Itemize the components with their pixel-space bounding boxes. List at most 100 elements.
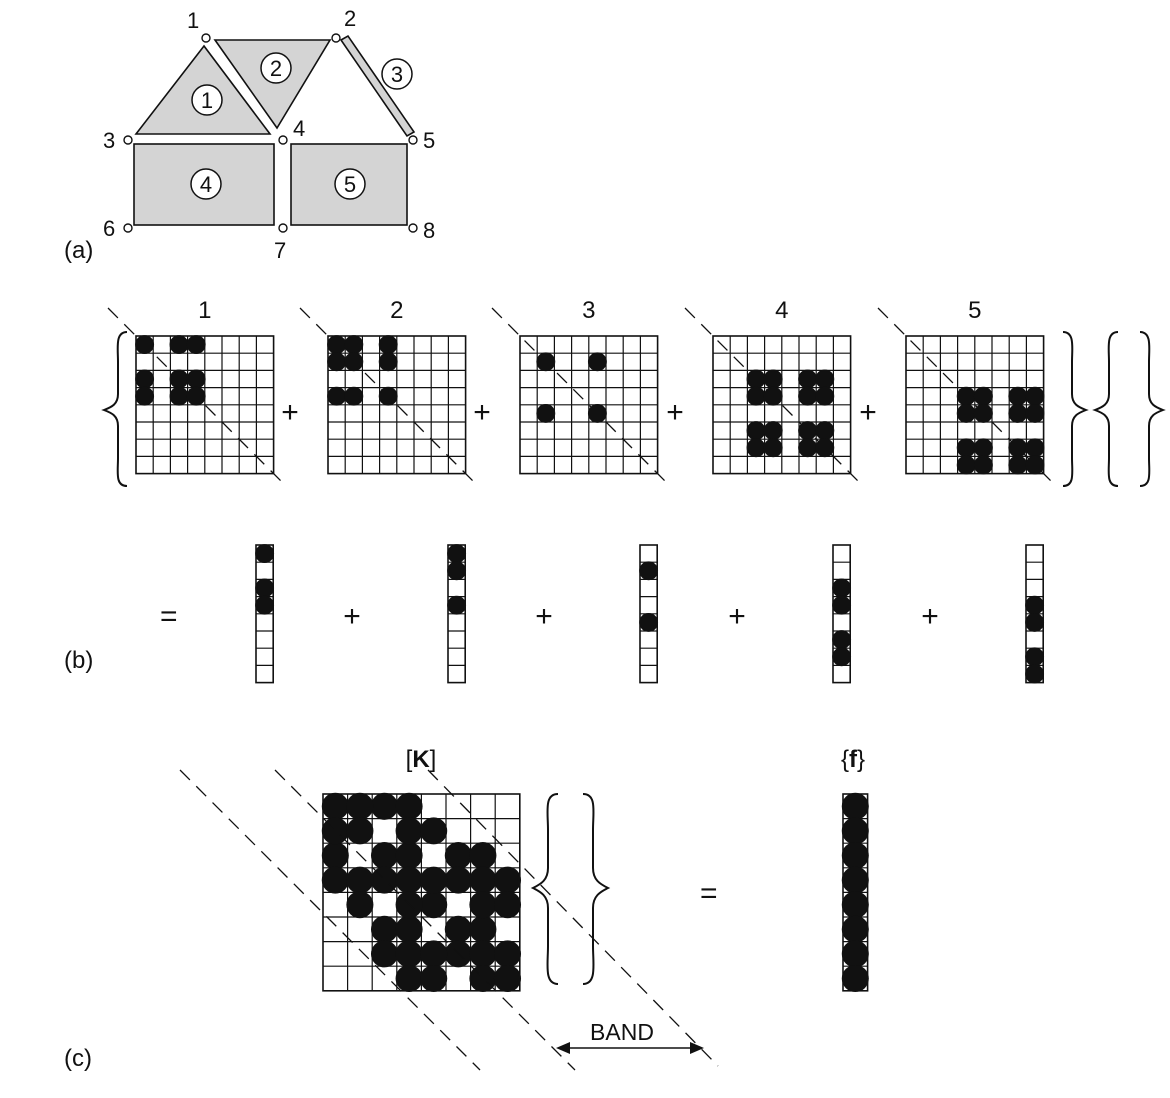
- svg-text:1: 1: [201, 88, 213, 113]
- diagonal-line: [491, 307, 667, 483]
- plus-sign: +: [281, 396, 299, 429]
- nonzero-entry: [763, 369, 783, 389]
- global-matrix-grid: [321, 792, 522, 993]
- nonzero-entry: [395, 817, 423, 845]
- nonzero-entry: [327, 335, 347, 355]
- svg-text:3: 3: [391, 62, 403, 87]
- nonzero-entry: [186, 369, 206, 389]
- nonzero-entry: [798, 421, 818, 441]
- nonzero-entry: [1008, 455, 1028, 475]
- node-label-2: 2: [344, 6, 356, 31]
- nonzero-entry: [255, 544, 275, 564]
- nonzero-entry: [327, 386, 347, 406]
- nonzero-entry: [395, 792, 423, 820]
- element-vector-5: [1025, 544, 1045, 684]
- global-matrix-label: [K]: [406, 746, 437, 773]
- nonzero-entry: [469, 841, 497, 870]
- nonzero-entry: [1025, 647, 1045, 667]
- element-vector-3: [639, 544, 659, 684]
- nonzero-entry: [346, 792, 374, 820]
- nonzero-entry: [746, 438, 766, 458]
- nonzero-entry: [973, 455, 993, 475]
- nonzero-entry: [469, 915, 497, 943]
- nonzero-entry: [420, 940, 448, 968]
- nonzero-entry: [169, 386, 189, 406]
- nonzero-entry: [815, 438, 835, 458]
- nonzero-entry: [763, 438, 783, 458]
- nonzero-entry: [973, 403, 993, 423]
- nonzero-entry: [841, 891, 869, 919]
- nonzero-entry: [420, 891, 448, 919]
- nonzero-entry: [370, 940, 399, 968]
- nonzero-entry: [420, 964, 448, 993]
- nonzero-entry: [841, 915, 869, 943]
- nonzero-entry: [395, 841, 423, 870]
- nonzero-entry: [746, 369, 766, 389]
- plus-sign: +: [921, 600, 939, 633]
- nonzero-entry: [1025, 403, 1045, 423]
- nonzero-entry: [639, 612, 659, 632]
- global-vector-label: {f}: [841, 746, 865, 773]
- nonzero-entry: [815, 369, 835, 389]
- node-4: [278, 135, 288, 145]
- global-force-vector: [841, 792, 869, 993]
- nonzero-entry: [344, 386, 364, 406]
- nonzero-entry: [798, 369, 818, 389]
- nonzero-entry: [444, 866, 472, 894]
- nonzero-entry: [493, 891, 522, 919]
- element-matrix-5: 5: [877, 297, 1053, 483]
- element-vector-4: [832, 544, 852, 684]
- unknowns-brace-c-left: [530, 793, 559, 985]
- nonzero-entry: [956, 403, 976, 423]
- nonzero-entry: [447, 544, 467, 564]
- nonzero-entry: [973, 386, 993, 406]
- node-label-8: 8: [423, 218, 435, 243]
- nonzero-entry: [346, 866, 374, 894]
- nonzero-entry: [956, 438, 976, 458]
- nonzero-entry: [420, 817, 448, 845]
- nonzero-entry: [420, 866, 448, 894]
- plus-sign: +: [473, 396, 491, 429]
- node-label-3: 3: [103, 128, 115, 153]
- nonzero-entry: [395, 940, 423, 968]
- nonzero-entry: [444, 915, 472, 943]
- panel-label-b: (b): [64, 647, 93, 674]
- nonzero-entry: [370, 915, 399, 943]
- nonzero-entry: [135, 369, 155, 389]
- nonzero-entry: [815, 421, 835, 441]
- nonzero-entry: [447, 561, 467, 581]
- node-3: [123, 135, 133, 145]
- unknowns-brace-left: [1092, 331, 1119, 487]
- nonzero-entry: [186, 335, 206, 355]
- element-number-1: 1: [191, 84, 223, 116]
- nonzero-entry: [321, 866, 349, 894]
- nonzero-entry: [378, 335, 398, 355]
- node-6: [123, 223, 133, 233]
- nonzero-entry: [321, 841, 349, 870]
- nonzero-entry: [169, 335, 189, 355]
- element-4-quad: [133, 143, 275, 226]
- nonzero-entry: [746, 421, 766, 441]
- nonzero-entry: [1025, 438, 1045, 458]
- nonzero-entry: [746, 386, 766, 406]
- nonzero-entry: [346, 891, 374, 919]
- nonzero-entry: [378, 352, 398, 372]
- element-number-4: 4: [190, 168, 222, 200]
- nonzero-entry: [493, 964, 522, 993]
- nonzero-entry: [841, 964, 869, 993]
- plus-sign: +: [728, 600, 746, 633]
- node-7: [278, 223, 288, 233]
- nonzero-entry: [973, 438, 993, 458]
- plus-sign: +: [343, 600, 361, 633]
- element-matrix-label: 2: [390, 297, 403, 324]
- plus-sign: +: [859, 396, 877, 429]
- nonzero-entry: [469, 891, 497, 919]
- nonzero-entry: [1025, 455, 1045, 475]
- right-brace-1: [1062, 331, 1089, 487]
- nonzero-entry: [1008, 386, 1028, 406]
- node-label-6: 6: [103, 216, 115, 241]
- nonzero-entry: [1025, 595, 1045, 615]
- equals-sign-c: =: [700, 877, 718, 910]
- element-matrix-label: 5: [968, 297, 981, 324]
- node-5: [408, 135, 418, 145]
